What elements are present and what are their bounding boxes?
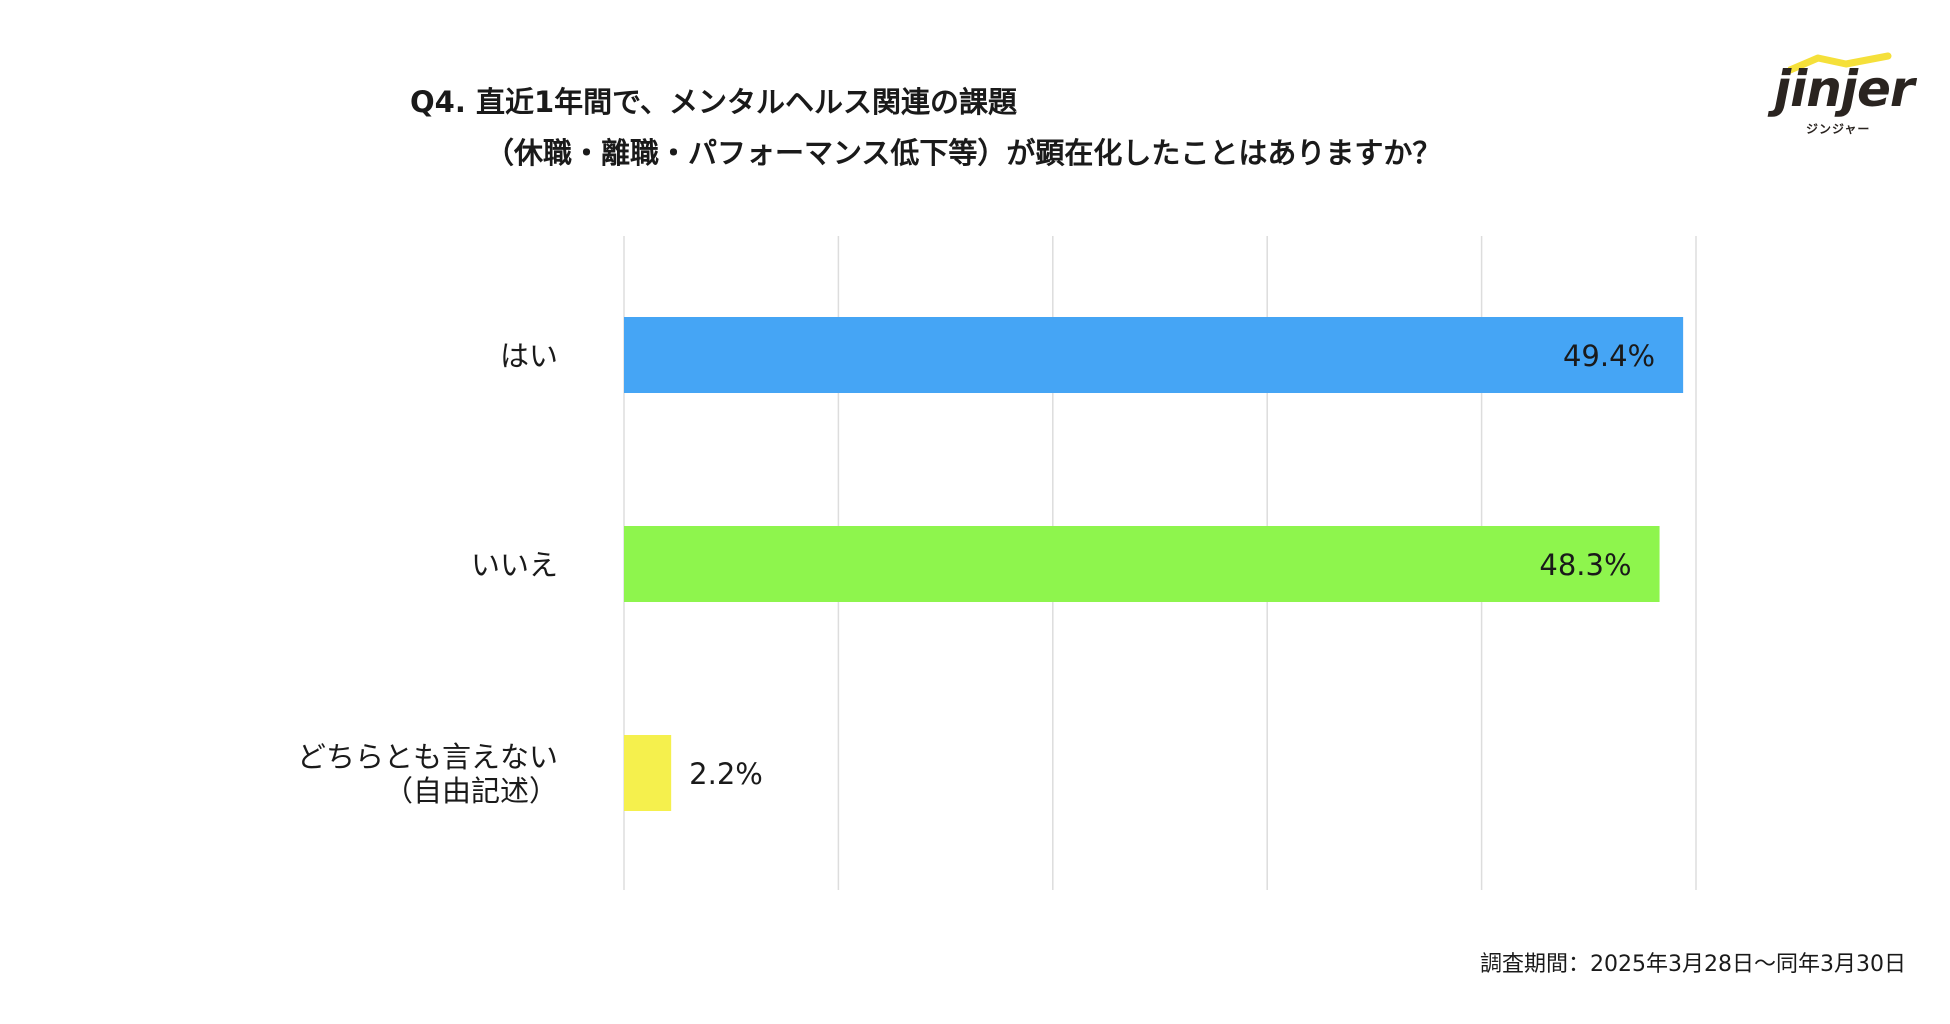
value-label: 2.2% bbox=[689, 757, 763, 791]
bars bbox=[624, 317, 1684, 811]
category-label: （自由記述） bbox=[384, 774, 558, 808]
chart-title: Q4. 直近1年間で、メンタルヘルス関連の課題 （休職・離職・パフォーマンス低下… bbox=[410, 88, 1441, 168]
logo-kana: ジンジャー bbox=[1806, 122, 1871, 136]
title-line-1: Q4. 直近1年間で、メンタルヘルス関連の課題 bbox=[410, 85, 1017, 119]
bar bbox=[624, 317, 1684, 393]
logo-wordmark: jinjer bbox=[1774, 60, 1915, 118]
value-labels: 49.4% 48.3% 2.2% bbox=[689, 339, 1655, 791]
bar bbox=[624, 526, 1660, 602]
value-label: 49.4% bbox=[1563, 339, 1655, 373]
value-label: 48.3% bbox=[1539, 548, 1631, 582]
category-label: どちらとも言えない bbox=[297, 740, 558, 774]
title-line-2: （休職・離職・パフォーマンス低下等）が顕在化したことはありますか？ bbox=[485, 136, 1442, 170]
category-label: いいえ bbox=[471, 548, 558, 582]
category-label: はい bbox=[500, 339, 558, 373]
survey-period: 調査期間：2025年3月28日〜同年3月30日 bbox=[1480, 952, 1906, 977]
bar bbox=[624, 735, 672, 811]
logo-roof-icon bbox=[1788, 52, 1892, 74]
jinjer-logo: jinjer ジンジャー bbox=[1774, 52, 1915, 138]
